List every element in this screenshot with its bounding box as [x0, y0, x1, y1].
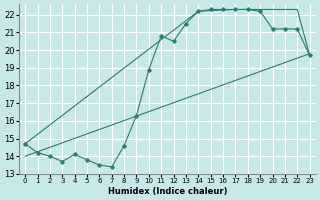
X-axis label: Humidex (Indice chaleur): Humidex (Indice chaleur) — [108, 187, 227, 196]
